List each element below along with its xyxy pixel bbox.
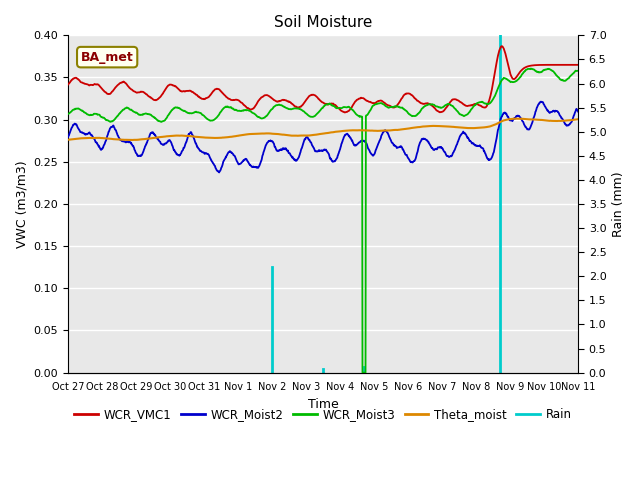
Y-axis label: VWC (m3/m3): VWC (m3/m3) <box>15 160 28 248</box>
Text: BA_met: BA_met <box>81 50 134 64</box>
X-axis label: Time: Time <box>308 398 339 411</box>
Y-axis label: Rain (mm): Rain (mm) <box>612 171 625 237</box>
Legend: WCR_VMC1, WCR_Moist2, WCR_Moist3, Theta_moist, Rain: WCR_VMC1, WCR_Moist2, WCR_Moist3, Theta_… <box>70 403 577 426</box>
Title: Soil Moisture: Soil Moisture <box>274 15 372 30</box>
